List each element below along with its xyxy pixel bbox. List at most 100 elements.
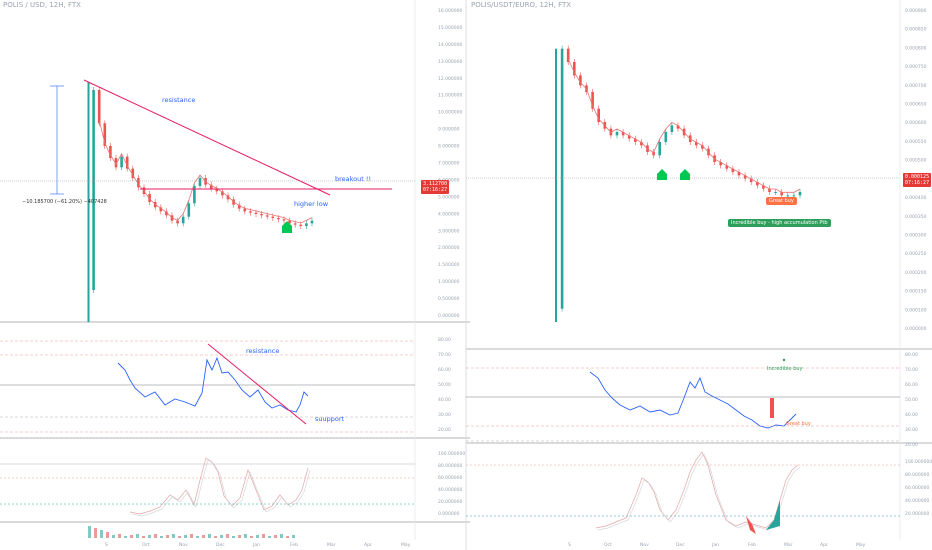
rsi-resistance-label: resistance xyxy=(246,347,280,355)
left-volume-bar xyxy=(220,535,223,538)
left-candle xyxy=(299,224,303,226)
left-volume-bar xyxy=(226,534,229,538)
left-price-tick: 0.500000 xyxy=(438,296,460,302)
left-candle xyxy=(181,216,185,224)
left-price-tick: 11.000000 xyxy=(438,93,462,99)
measure-readout: −10.185700 (−61.20%) −407428 xyxy=(22,199,107,205)
left-time-tick: S xyxy=(105,542,108,548)
left-rsi-tick: 20.00 xyxy=(438,427,451,433)
right-price-tick: 0.000750 xyxy=(905,64,927,70)
right-price-tick: 0.000600 xyxy=(905,120,927,126)
right-stoch-tick: 20.000000 xyxy=(905,511,929,517)
right-candle xyxy=(768,188,771,192)
right-launch-candle xyxy=(555,48,557,323)
right-candle xyxy=(731,168,735,172)
right-candle xyxy=(719,162,722,166)
left-volume-bar xyxy=(274,535,277,538)
left-candle xyxy=(288,220,291,224)
left-volume-bar xyxy=(112,535,115,538)
left-candle xyxy=(271,216,275,218)
left-time-tick: Jan xyxy=(252,542,260,548)
right-time-tick: Nov xyxy=(640,542,649,548)
left-volume-bar xyxy=(124,536,127,538)
right-stoch-tick: 40.000000 xyxy=(905,498,929,504)
right-candle xyxy=(560,48,564,309)
left-volume-bar xyxy=(280,534,283,538)
right-rsi-tick: 60.00 xyxy=(905,382,918,388)
left-candle xyxy=(148,194,151,202)
left-volume-bar xyxy=(202,535,205,538)
left-price-tick: 4.000000 xyxy=(438,211,460,217)
left-candle xyxy=(293,223,297,225)
right-candle xyxy=(664,132,668,142)
right-candle xyxy=(743,175,747,179)
left-rsi-tick: 60.00 xyxy=(438,367,451,373)
right-candle xyxy=(749,178,753,182)
right-candle xyxy=(573,62,576,76)
right-rsi-tick: 20.00 xyxy=(905,442,918,448)
right-price-tick: 0.000350 xyxy=(905,214,927,220)
breakout-label: breakout !! xyxy=(335,175,372,183)
right-candle xyxy=(676,125,680,129)
left-buy-signal-icon xyxy=(282,221,292,233)
left-candle xyxy=(187,203,191,217)
left-time-tick: Oct xyxy=(142,542,150,548)
left-candle xyxy=(209,184,213,189)
left-price-tick: 5.000000 xyxy=(438,194,460,200)
left-volume-bar xyxy=(118,534,121,538)
left-candle xyxy=(176,220,179,224)
left-volume-bar xyxy=(190,534,193,538)
left-volume-bar xyxy=(214,536,217,538)
left-rsi-tick: 30.00 xyxy=(438,412,451,418)
resistance-label: resistance xyxy=(162,96,196,104)
right-price-tick: 0.000400 xyxy=(905,195,927,201)
right-candle xyxy=(621,132,625,136)
right-candle xyxy=(725,165,729,169)
right-candle xyxy=(762,185,765,189)
left-candle xyxy=(221,191,224,196)
left-volume-bar xyxy=(142,536,145,538)
right-candle xyxy=(658,142,661,156)
left-launch-candle xyxy=(87,82,90,322)
right-candle xyxy=(695,142,698,146)
great-buy-badge: Great buy xyxy=(766,197,797,205)
left-price-tick: 13.000000 xyxy=(438,59,462,65)
right-candle xyxy=(566,48,570,62)
right-candle xyxy=(627,135,631,139)
right-candle xyxy=(652,152,655,156)
left-volume-bar xyxy=(208,534,211,538)
right-time-tick: S xyxy=(568,542,571,548)
right-price-tick: 0.000500 xyxy=(905,158,927,164)
right-buy-signal-icon xyxy=(680,169,690,180)
left-price-tick: 14.000000 xyxy=(438,42,462,48)
right-stoch-tick: 100.000000 xyxy=(905,459,932,465)
left-price-tick: 12.000000 xyxy=(438,76,462,82)
right-price-tick: 0.000800 xyxy=(905,45,927,51)
left-time-tick: Mar xyxy=(327,542,336,548)
left-volume-bar xyxy=(178,536,181,538)
left-volume-bar xyxy=(292,535,295,538)
right-rsi-tick: 80.00 xyxy=(905,352,918,358)
left-stoch-k xyxy=(129,457,309,515)
left-volume-bar xyxy=(88,526,91,538)
right-symbol-label[interactable]: POLIS/USDT/EURO, 12H, FTX xyxy=(471,1,572,9)
right-price-tick: 0.000150 xyxy=(905,289,927,295)
rsi-great-buy-label: Great buy xyxy=(786,421,811,427)
left-candle xyxy=(97,90,101,124)
left-volume-bar xyxy=(130,535,133,538)
right-candle xyxy=(634,138,637,142)
left-symbol-label[interactable]: POLIS / USD, 12H, FTX xyxy=(3,1,81,9)
left-volume-bar xyxy=(256,535,259,538)
left-volume-bar xyxy=(136,534,139,538)
left-candle xyxy=(237,204,241,209)
left-rsi-resistance-trendline xyxy=(207,343,307,425)
right-price-tick: 0.000300 xyxy=(905,232,927,238)
right-rsi-great-buy-bar xyxy=(770,398,774,418)
left-price-tick: 1.500000 xyxy=(438,262,460,268)
left-candle xyxy=(282,219,286,221)
left-stoch-tick: 80.000000 xyxy=(438,463,462,469)
left-time-tick: Dec xyxy=(216,542,225,548)
left-candle xyxy=(265,215,269,217)
